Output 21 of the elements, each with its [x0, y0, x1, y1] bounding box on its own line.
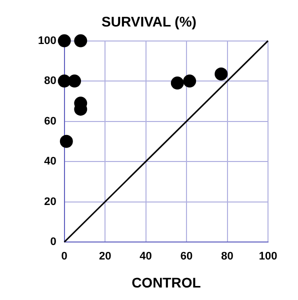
- x-axis-title: CONTROL: [132, 274, 202, 290]
- point: [74, 34, 88, 48]
- chart-title: SURVIVAL (%): [102, 13, 196, 30]
- x-tick-label: 80: [221, 250, 234, 263]
- point: [68, 74, 82, 88]
- point: [170, 76, 184, 90]
- y-tick-label: 80: [44, 75, 56, 88]
- y-tick-label: 100: [38, 34, 56, 47]
- y-tick-label: 20: [44, 196, 56, 208]
- x-tick-label: 60: [180, 250, 193, 263]
- y-tick-label: 0: [50, 236, 56, 248]
- y-tick-label: 60: [44, 115, 56, 128]
- point: [58, 34, 71, 48]
- x-tick-label: 0: [61, 250, 68, 263]
- point: [214, 68, 228, 80]
- point: [60, 134, 73, 148]
- x-tick-label: 40: [140, 250, 152, 263]
- x-tick-label: 20: [98, 250, 112, 263]
- x-tick-label: 100: [258, 250, 278, 263]
- y-tick-label: 40: [44, 156, 56, 168]
- point: [183, 74, 196, 88]
